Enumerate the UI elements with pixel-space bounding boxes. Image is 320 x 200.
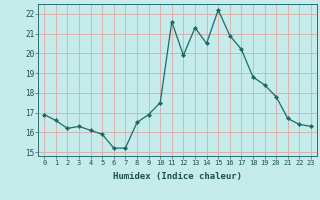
X-axis label: Humidex (Indice chaleur): Humidex (Indice chaleur) — [113, 172, 242, 181]
